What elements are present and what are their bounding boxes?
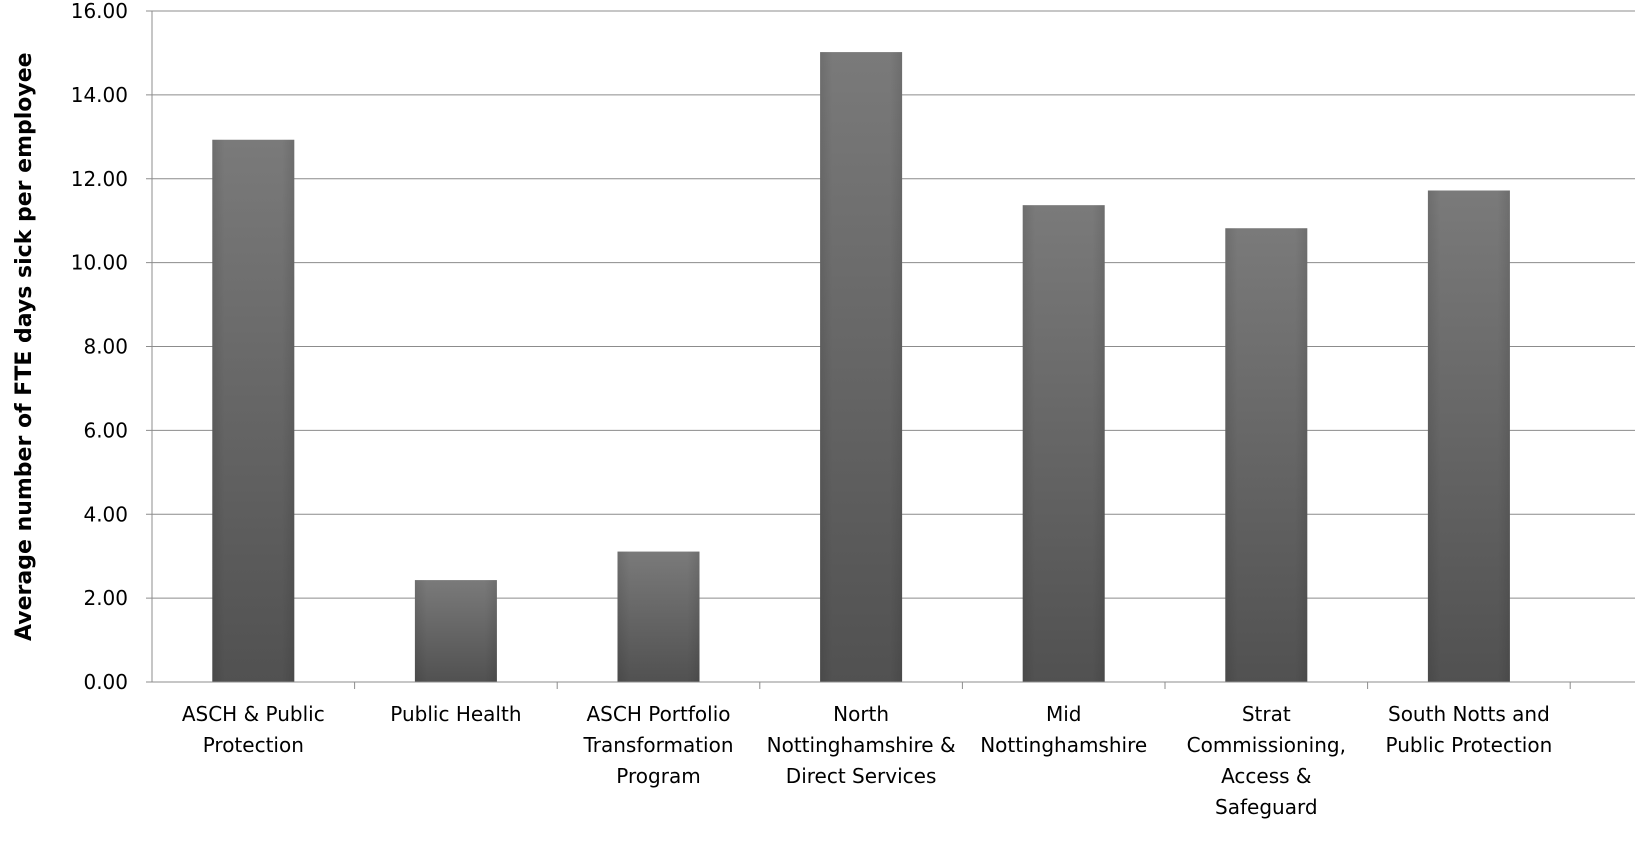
x-tick-label: South Notts and Public Protection [1386, 702, 1553, 757]
bar-shading [1022, 205, 1105, 682]
bar-shading [1427, 190, 1510, 682]
y-tick-label: 12.00 [71, 167, 128, 191]
x-tick-label: North Nottinghamshire & Direct Services [767, 702, 956, 788]
y-tick-label: 0.00 [83, 670, 128, 694]
bar-shading [617, 551, 700, 682]
x-tick-label: Strat Commissioning, Access & Safeguard [1187, 702, 1346, 819]
y-tick-label: 6.00 [83, 418, 128, 442]
y-tick-label: 8.00 [83, 335, 128, 359]
y-tick-label: 16.00 [71, 0, 128, 23]
bar-shading [1225, 228, 1308, 682]
bar-shading [820, 52, 903, 682]
x-tick-label: Mid Nottinghamshire [980, 702, 1147, 757]
x-tick-label: Public Health [390, 702, 521, 726]
y-tick-label: 2.00 [83, 586, 128, 610]
x-tick-label: ASCH Portfolio Transformation Program [582, 702, 733, 788]
y-tick-label: 4.00 [83, 502, 128, 526]
bar-shading [414, 580, 497, 682]
y-tick-label: 14.00 [71, 83, 128, 107]
bar-shading [212, 139, 295, 683]
y-tick-label: 10.00 [71, 251, 128, 275]
x-tick-label: ASCH & Public Protection [182, 702, 325, 757]
